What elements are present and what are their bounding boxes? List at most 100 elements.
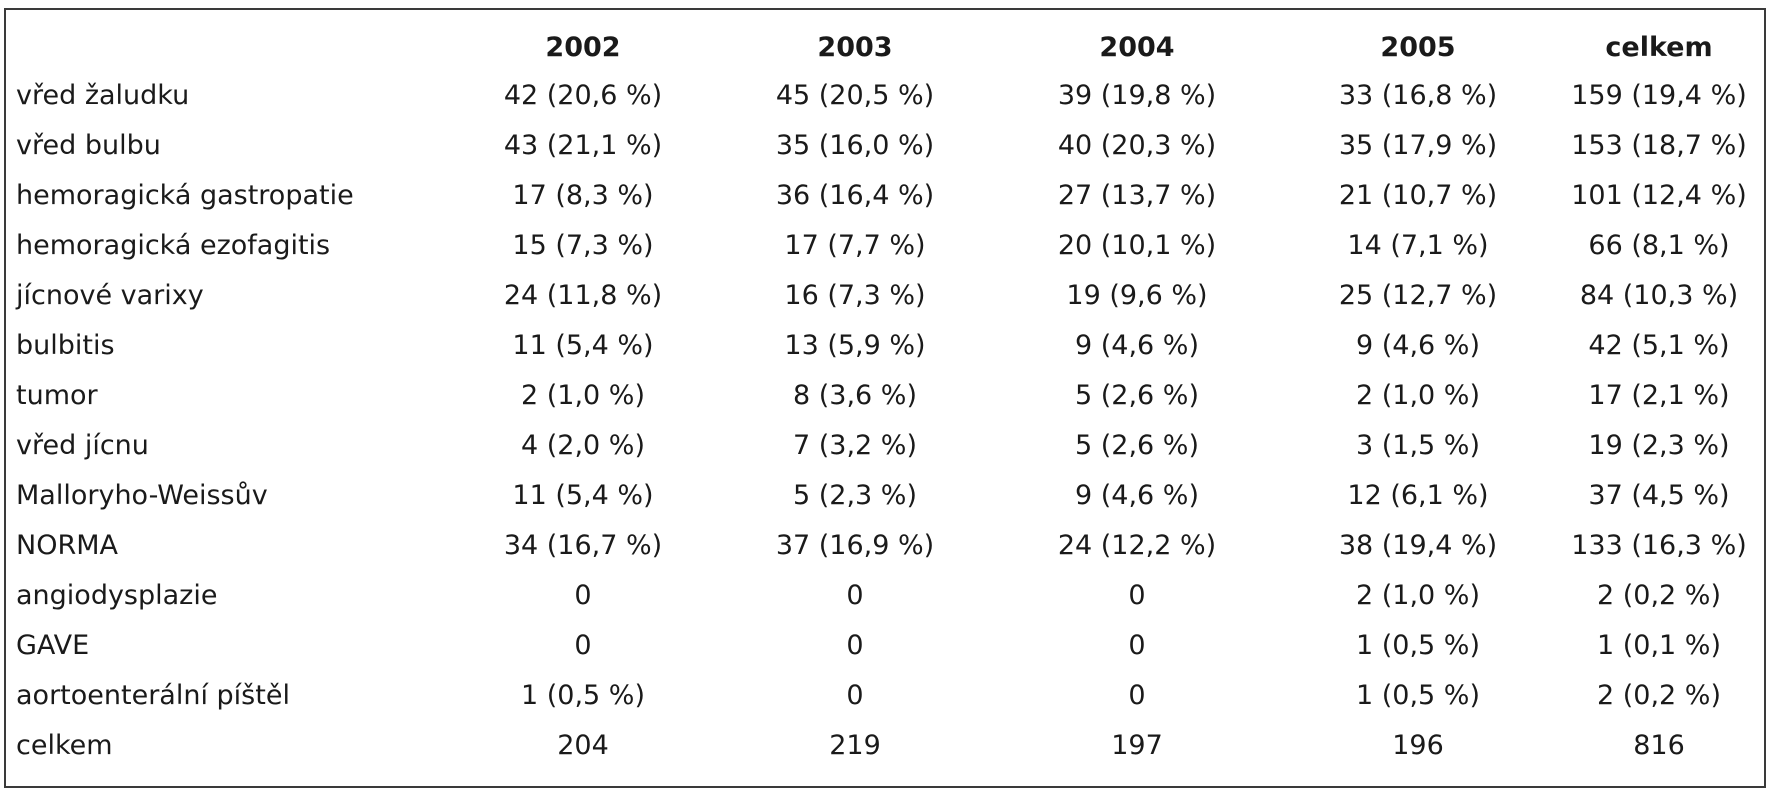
cell-2003: 8 (3,6 %) [792,379,917,411]
cell-2004: 0 [1128,679,1146,711]
row-label: celkem [16,729,113,761]
data-table: 2002 2003 2004 2005 celkem vřed žaludku … [12,24,1760,770]
cell-2003: 0 [846,629,864,661]
cell-2005: 35 (17,9 %) [1338,129,1498,161]
header-row: 2002 2003 2004 2005 celkem [12,24,1760,70]
cell-2004: 27 (13,7 %) [1057,179,1217,211]
row-label: vřed žaludku [16,79,190,111]
row-label: tumor [16,379,98,411]
cell-total: 37 (4,5 %) [1588,479,1730,511]
table-row: jícnové varixy 24 (11,8 %) 16 (7,3 %) 19… [12,270,1760,320]
cell-2002: 0 [574,579,592,611]
cell-total: 19 (2,3 %) [1588,429,1730,461]
table-row: angiodysplazie 0 0 0 2 (1,0 %) 2 (0,2 %) [12,570,1760,620]
header-total: celkem [1605,31,1713,63]
cell-2003: 7 (3,2 %) [792,429,917,461]
cell-2005: 1 (0,5 %) [1355,629,1480,661]
cell-total: 816 [1633,729,1685,761]
cell-2005: 12 (6,1 %) [1347,479,1489,511]
table-row: vřed žaludku 42 (20,6 %) 45 (20,5 %) 39 … [12,70,1760,120]
table-row: tumor 2 (1,0 %) 8 (3,6 %) 5 (2,6 %) 2 (1… [12,370,1760,420]
table-row: hemoragická gastropatie 17 (8,3 %) 36 (1… [12,170,1760,220]
cell-2003: 37 (16,9 %) [775,529,935,561]
cell-2004: 5 (2,6 %) [1074,379,1199,411]
table-row: aortoenterální píštěl 1 (0,5 %) 0 0 1 (0… [12,670,1760,720]
cell-2003: 45 (20,5 %) [775,79,935,111]
row-label: vřed jícnu [16,429,149,461]
cell-2003: 16 (7,3 %) [784,279,926,311]
cell-2003: 219 [829,729,881,761]
cell-2005: 196 [1392,729,1444,761]
row-label: hemoragická gastropatie [16,179,354,211]
cell-2002: 11 (5,4 %) [512,329,654,361]
cell-2005: 14 (7,1 %) [1347,229,1489,261]
cell-2005: 2 (1,0 %) [1355,579,1480,611]
table-row: hemoragická ezofagitis 15 (7,3 %) 17 (7,… [12,220,1760,270]
cell-2003: 17 (7,7 %) [784,229,926,261]
cell-2002: 0 [574,629,592,661]
cell-2002: 15 (7,3 %) [512,229,654,261]
row-label: hemoragická ezofagitis [16,229,331,261]
cell-2005: 25 (12,7 %) [1338,279,1498,311]
cell-2003: 36 (16,4 %) [775,179,935,211]
cell-2004: 0 [1128,629,1146,661]
cell-2002: 11 (5,4 %) [512,479,654,511]
row-label: GAVE [16,629,90,661]
cell-2002: 42 (20,6 %) [503,79,663,111]
cell-2005: 3 (1,5 %) [1355,429,1480,461]
cell-total: 2 (0,2 %) [1596,679,1721,711]
table-row: NORMA 34 (16,7 %) 37 (16,9 %) 24 (12,2 %… [12,520,1760,570]
cell-2003: 5 (2,3 %) [792,479,917,511]
table-row: Malloryho-Weissův 11 (5,4 %) 5 (2,3 %) 9… [12,470,1760,520]
header-2005: 2005 [1380,31,1456,63]
cell-2004: 19 (9,6 %) [1066,279,1208,311]
cell-total: 133 (16,3 %) [1571,529,1747,561]
row-label: jícnové varixy [16,279,204,311]
cell-total: 66 (8,1 %) [1588,229,1730,261]
cell-2002: 2 (1,0 %) [520,379,645,411]
row-label: aortoenterální píštěl [16,679,290,711]
cell-2003: 35 (16,0 %) [775,129,935,161]
cell-2002: 43 (21,1 %) [503,129,663,161]
cell-total: 101 (12,4 %) [1571,179,1747,211]
cell-2003: 13 (5,9 %) [784,329,926,361]
header-2002: 2002 [545,31,621,63]
cell-total: 159 (19,4 %) [1571,79,1747,111]
row-label: vřed bulbu [16,129,161,161]
cell-total: 84 (10,3 %) [1579,279,1739,311]
header-2004: 2004 [1099,31,1175,63]
cell-total: 1 (0,1 %) [1596,629,1721,661]
row-label: bulbitis [16,329,115,361]
cell-2004: 9 (4,6 %) [1074,329,1199,361]
cell-2004: 9 (4,6 %) [1074,479,1199,511]
cell-total: 153 (18,7 %) [1571,129,1747,161]
cell-2002: 24 (11,8 %) [503,279,663,311]
table-row: bulbitis 11 (5,4 %) 13 (5,9 %) 9 (4,6 %)… [12,320,1760,370]
cell-2004: 39 (19,8 %) [1057,79,1217,111]
cell-2004: 5 (2,6 %) [1074,429,1199,461]
cell-2005: 2 (1,0 %) [1355,379,1480,411]
table-row: vřed bulbu 43 (21,1 %) 35 (16,0 %) 40 (2… [12,120,1760,170]
cell-2004: 197 [1111,729,1163,761]
cell-2005: 38 (19,4 %) [1338,529,1498,561]
table-row-total: celkem 204 219 197 196 816 [12,720,1760,770]
cell-total: 17 (2,1 %) [1588,379,1730,411]
table-row: GAVE 0 0 0 1 (0,5 %) 1 (0,1 %) [12,620,1760,670]
cell-2002: 34 (16,7 %) [503,529,663,561]
cell-2005: 1 (0,5 %) [1355,679,1480,711]
cell-2005: 9 (4,6 %) [1355,329,1480,361]
row-label: NORMA [16,529,118,561]
cell-2002: 204 [557,729,609,761]
cell-2004: 40 (20,3 %) [1057,129,1217,161]
cell-2004: 20 (10,1 %) [1057,229,1217,261]
cell-2002: 4 (2,0 %) [520,429,645,461]
cell-2002: 1 (0,5 %) [520,679,645,711]
table-frame [4,8,1766,788]
row-label: Malloryho-Weissův [16,479,268,511]
cell-2002: 17 (8,3 %) [512,179,654,211]
cell-total: 42 (5,1 %) [1588,329,1730,361]
header-label-column [12,24,452,70]
cell-2003: 0 [846,679,864,711]
cell-2005: 21 (10,7 %) [1338,179,1498,211]
table-row: vřed jícnu 4 (2,0 %) 7 (3,2 %) 5 (2,6 %)… [12,420,1760,470]
